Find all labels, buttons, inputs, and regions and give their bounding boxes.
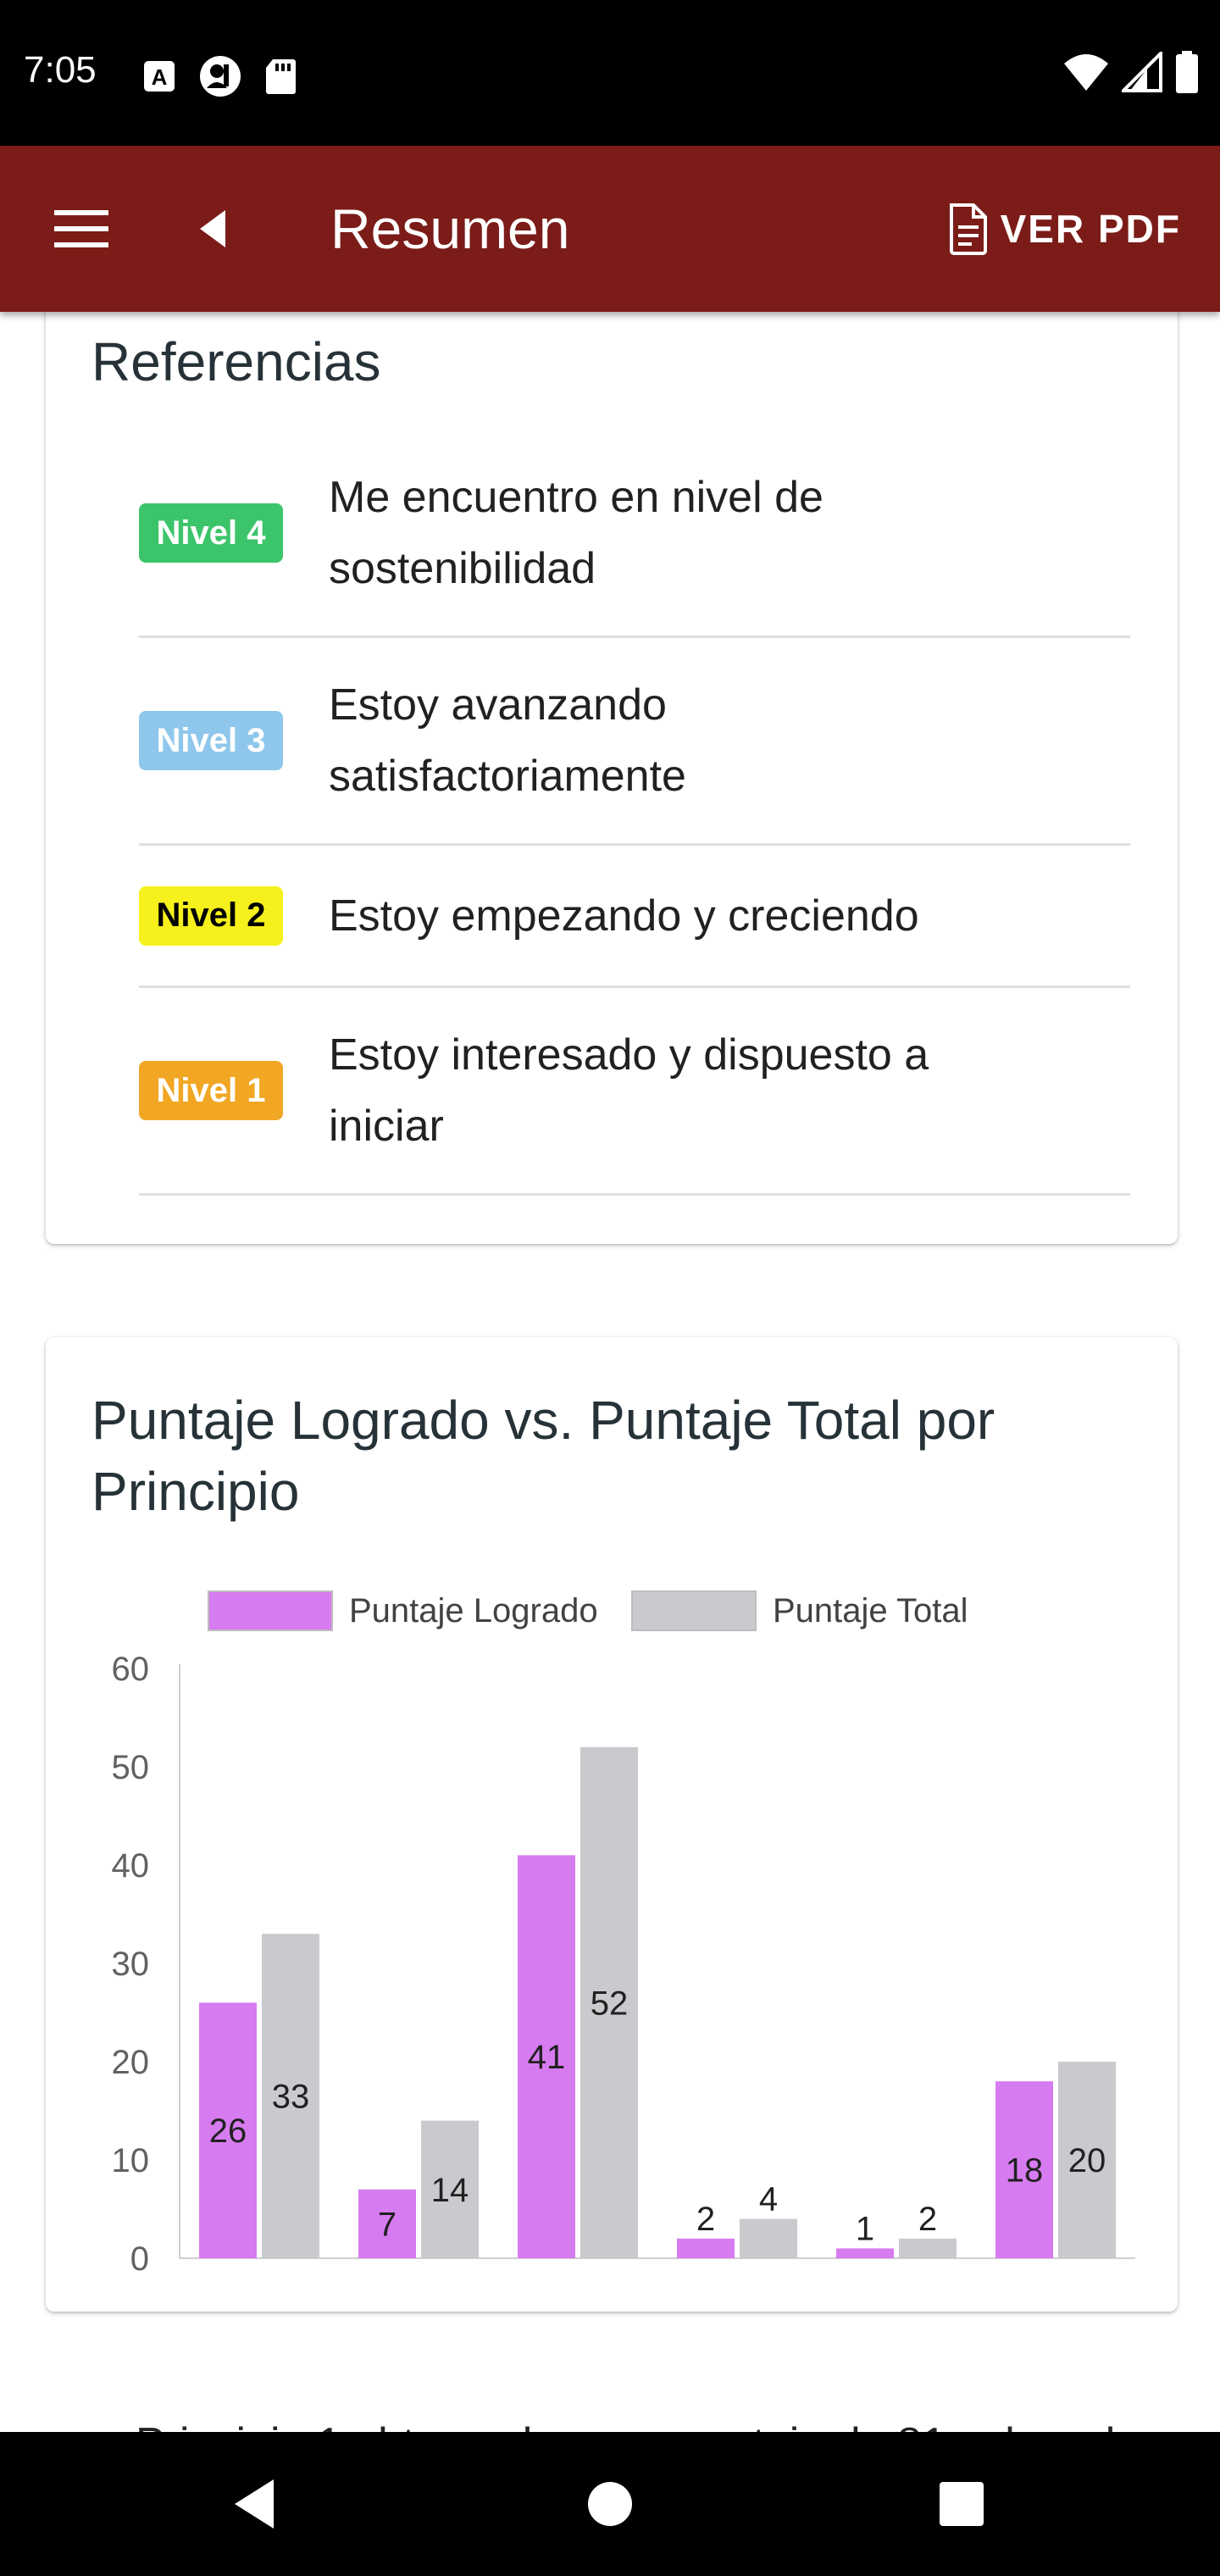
y-tick-label: 20	[112, 2044, 150, 2081]
reference-item: Nivel 1 Estoy interesado y dispuesto a in…	[139, 988, 1130, 1196]
level-badge: Nivel 2	[139, 886, 283, 946]
y-tick-label: 0	[130, 2240, 149, 2278]
level-badge: Nivel 1	[139, 1061, 283, 1120]
bar	[262, 1934, 319, 2258]
bar-value-label: 52	[591, 1985, 629, 2022]
view-pdf-button[interactable]: VER PDF	[946, 198, 1181, 259]
bar-value-label: 1	[856, 2210, 874, 2247]
y-tick-label: 10	[112, 2142, 150, 2179]
y-tick-label: 60	[112, 1651, 150, 1688]
bar-value-label: 7	[378, 2206, 396, 2243]
reference-item: Nivel 3 Estoy avanzando satisfactoriament…	[139, 638, 1130, 846]
bar-value-label: 20	[1068, 2142, 1106, 2179]
nav-back-icon	[235, 2479, 274, 2529]
legend-label: Puntaje Logrado	[349, 1592, 598, 1629]
bar-value-label: 18	[1006, 2152, 1044, 2190]
status-bar: 7:05 A	[0, 0, 1220, 146]
reference-text: Estoy interesado y dispuesto a iniciar	[329, 1030, 929, 1151]
sd-card-icon	[264, 58, 297, 99]
legend-swatch	[631, 1591, 757, 1631]
svg-text:A: A	[152, 64, 168, 90]
status-right-icons	[1062, 49, 1200, 97]
view-pdf-label: VER PDF	[1000, 207, 1181, 251]
chart-title: Puntaje Logrado vs. Puntaje Total por Pr…	[92, 1390, 995, 1522]
bar-value-label: 41	[528, 2039, 566, 2076]
references-card: Referencias Nivel 4 Me encuentro en nive…	[46, 312, 1178, 1244]
pdf-document-icon	[949, 203, 987, 255]
bar	[677, 2238, 735, 2258]
bar	[836, 2248, 894, 2258]
bar-value-label: 26	[209, 2112, 247, 2150]
nav-recents-icon	[940, 2482, 984, 2526]
bar	[740, 2218, 797, 2258]
nav-home-icon	[588, 2482, 632, 2526]
bar	[518, 1855, 575, 2258]
nav-recents-button[interactable]	[923, 2466, 1000, 2542]
references-title: Referencias	[92, 331, 381, 392]
menu-icon	[54, 210, 108, 247]
reference-text: Me encuentro en nivel de sostenibilidad	[329, 473, 824, 593]
reference-item: Nivel 2 Estoy empezando y creciendo	[139, 846, 1130, 988]
text-a-icon: A	[142, 59, 176, 97]
navigation-bar	[0, 2432, 1220, 2576]
wifi-icon	[1062, 52, 1110, 97]
reference-text: Estoy avanzando satisfactoriamente	[329, 680, 686, 801]
menu-button[interactable]	[53, 202, 112, 256]
summary-text: Principio 1 obtuvo el mayor puntaje de 8…	[136, 2418, 1115, 2432]
page-title: Resumen	[330, 197, 570, 260]
user-account-icon	[198, 54, 242, 103]
bar-value-label: 14	[431, 2172, 469, 2209]
back-arrow-icon	[200, 210, 225, 247]
chart-card: Puntaje Logrado vs. Puntaje Total por Pr…	[46, 1337, 1178, 2312]
content-area[interactable]: Referencias Nivel 4 Me encuentro en nive…	[0, 312, 1220, 2432]
reference-text: Estoy empezando y creciendo	[329, 891, 919, 941]
bar-value-label: 2	[918, 2201, 937, 2238]
signal-icon	[1119, 49, 1162, 97]
bar-value-label: 2	[696, 2201, 715, 2238]
y-tick-label: 30	[112, 1946, 150, 1983]
bar	[421, 2120, 479, 2258]
battery-icon	[1174, 51, 1200, 97]
level-badge: Nivel 3	[139, 711, 283, 770]
bar	[199, 2002, 257, 2258]
nav-home-button[interactable]	[572, 2466, 648, 2542]
bar-chart: Puntaje Logrado Puntaje Total 0 10 20 30 40 50 6…	[112, 1591, 1135, 2278]
status-time: 7:05	[24, 49, 97, 91]
y-tick-label: 50	[112, 1749, 150, 1786]
status-left-icons: A	[142, 54, 297, 103]
legend-label: Puntaje Total	[773, 1592, 968, 1629]
nav-back-button[interactable]	[216, 2466, 292, 2542]
reference-item: Nivel 4 Me encuentro en nivel de sostenib…	[139, 430, 1130, 638]
bar	[995, 2081, 1053, 2258]
bar	[358, 2189, 416, 2258]
bar	[580, 1746, 638, 2258]
back-button[interactable]	[191, 203, 234, 254]
bar	[899, 2238, 957, 2258]
references-list: Nivel 4 Me encuentro en nivel de sostenib…	[139, 430, 1130, 1196]
bar	[1058, 2062, 1116, 2258]
bar-value-label: 4	[759, 2181, 778, 2218]
bar-value-label: 33	[272, 2079, 310, 2116]
level-badge: Nivel 4	[139, 503, 283, 563]
y-tick-label: 40	[112, 1847, 150, 1885]
legend-swatch	[208, 1591, 333, 1631]
app-bar: Resumen VER PDF	[0, 146, 1220, 312]
